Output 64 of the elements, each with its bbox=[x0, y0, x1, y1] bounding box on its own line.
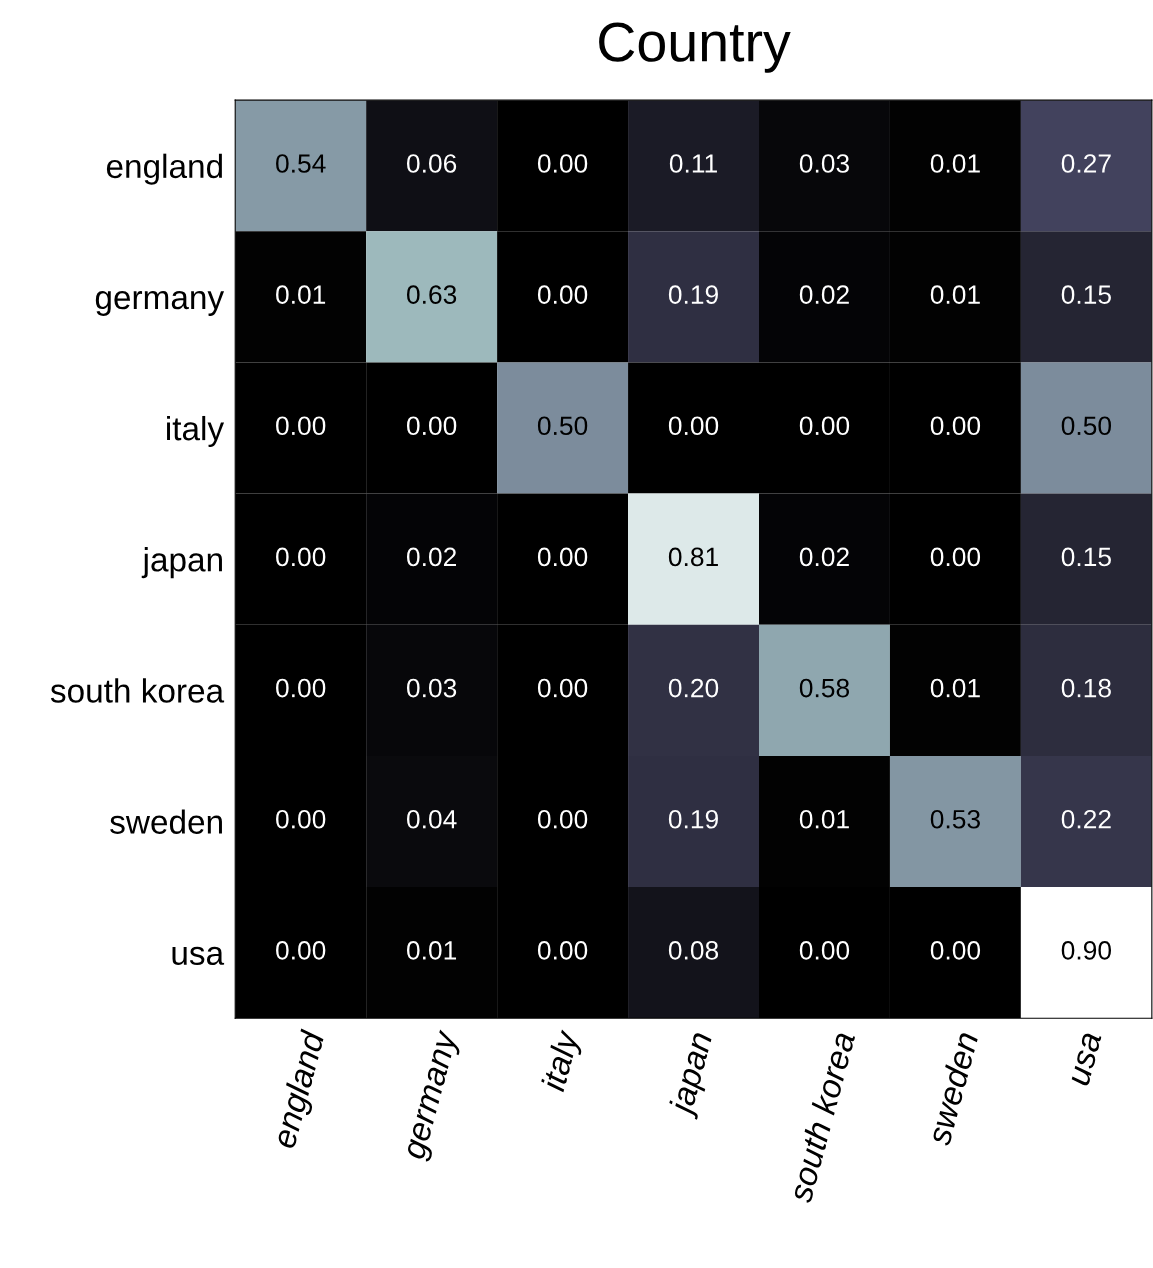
x-tick-label: japan bbox=[667, 1030, 719, 1120]
data-label: 0.00 bbox=[537, 678, 588, 698]
data-label: 0.19 bbox=[668, 809, 718, 829]
data-label: 0.04 bbox=[406, 809, 457, 829]
y-tick-label: japan bbox=[141, 547, 222, 579]
data-label: 0.02 bbox=[406, 547, 456, 567]
data-label: 0.15 bbox=[1061, 547, 1111, 567]
data-label: 0.00 bbox=[276, 809, 326, 829]
data-label: 0.01 bbox=[799, 809, 849, 829]
data-label: 0.00 bbox=[537, 941, 588, 960]
data-label: 0.50 bbox=[537, 416, 588, 436]
data-label: 0.00 bbox=[276, 547, 326, 567]
data-label: 0.00 bbox=[276, 416, 326, 436]
data-label: 0.02 bbox=[799, 547, 849, 567]
data-label: 0.54 bbox=[276, 154, 326, 173]
data-label: 0.01 bbox=[406, 941, 457, 960]
data-label: 0.00 bbox=[799, 941, 850, 960]
data-label: 0.81 bbox=[668, 547, 718, 567]
chart-title: Country bbox=[599, 22, 791, 73]
y-tick-label: sweden bbox=[110, 809, 222, 834]
data-label: 0.00 bbox=[276, 678, 326, 698]
data-label: 0.22 bbox=[1061, 809, 1111, 829]
data-label: 0.03 bbox=[799, 154, 849, 173]
data-label: 0.00 bbox=[930, 416, 981, 436]
data-label: 0.03 bbox=[406, 678, 457, 698]
data-label: 0.15 bbox=[1061, 285, 1111, 304]
data-label: 0.00 bbox=[276, 941, 326, 960]
data-label: 0.01 bbox=[276, 285, 326, 304]
data-label: 0.06 bbox=[406, 154, 457, 173]
data-label: 0.01 bbox=[930, 285, 980, 304]
data-label: 0.63 bbox=[406, 285, 457, 304]
x-tick-label: usa bbox=[1070, 1032, 1102, 1087]
y-tick-label: usa bbox=[172, 946, 225, 966]
y-tick-label: germany bbox=[95, 291, 225, 316]
data-label: 0.20 bbox=[668, 678, 719, 698]
data-label: 0.50 bbox=[1061, 416, 1112, 436]
data-label: 0.00 bbox=[406, 416, 457, 436]
x-tick-label: south korea bbox=[786, 1030, 856, 1204]
data-label: 0.08 bbox=[668, 941, 719, 960]
data-label: 0.58 bbox=[799, 678, 850, 698]
x-tick-label: italy bbox=[540, 1027, 586, 1095]
data-label: 0.53 bbox=[930, 809, 980, 829]
data-label: 0.00 bbox=[537, 285, 588, 304]
data-label: 0.11 bbox=[669, 154, 717, 173]
data-label: 0.00 bbox=[537, 154, 588, 173]
data-label: 0.90 bbox=[1061, 941, 1112, 960]
y-tick-label: south korea bbox=[50, 678, 225, 703]
data-label: 0.00 bbox=[930, 547, 981, 567]
x-tick-label: sweden bbox=[925, 1030, 979, 1147]
data-label: 0.01 bbox=[930, 154, 980, 173]
data-label: 0.19 bbox=[668, 285, 718, 304]
data-label: 0.01 bbox=[930, 678, 980, 698]
x-tick-label: germany bbox=[405, 1029, 464, 1163]
x-tick-label: england bbox=[270, 1028, 332, 1151]
y-tick-label: italy bbox=[167, 415, 225, 448]
data-label: 0.00 bbox=[537, 809, 588, 829]
data-label: 0.00 bbox=[930, 941, 981, 960]
y-tick-label: england bbox=[106, 153, 222, 185]
data-label: 0.18 bbox=[1061, 678, 1111, 698]
data-label: 0.00 bbox=[799, 416, 850, 436]
data-label: 0.27 bbox=[1061, 154, 1111, 173]
data-label: 0.02 bbox=[799, 285, 849, 304]
data-label: 0.00 bbox=[668, 416, 719, 436]
data-label: 0.00 bbox=[537, 547, 588, 567]
